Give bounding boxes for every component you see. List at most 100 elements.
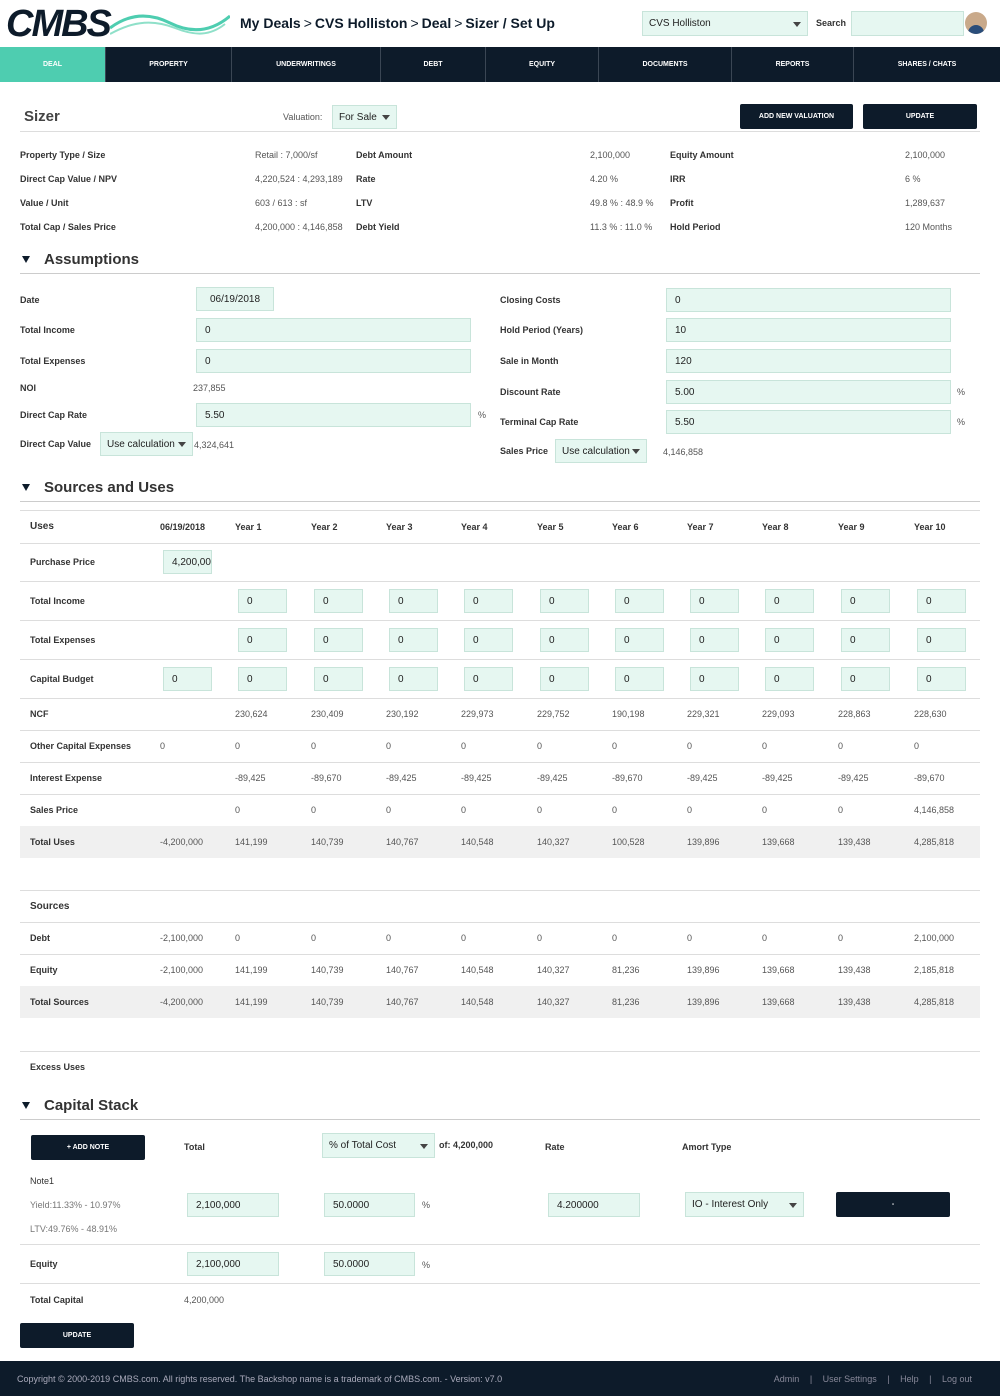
cell-input[interactable]: 0 xyxy=(917,589,966,613)
collapse-triangle-icon[interactable] xyxy=(22,1102,30,1109)
cell-input[interactable]: 0 xyxy=(690,628,739,652)
direct-cap-value-select[interactable]: Use calculation xyxy=(100,432,193,456)
total-expenses-input[interactable]: 0 xyxy=(196,349,471,373)
row-label: Total Income xyxy=(30,596,85,606)
note-yield: Yield:11.33% - 10.97% xyxy=(30,1200,121,1210)
tab-shares-chats[interactable]: SHARES / CHATS xyxy=(897,61,957,68)
logo[interactable]: CMBS xyxy=(6,3,112,45)
equity-total-input[interactable]: 2,100,000 xyxy=(187,1252,279,1276)
note-total-input[interactable]: 2,100,000 xyxy=(187,1193,279,1217)
logout-link[interactable]: Log out xyxy=(941,1374,972,1384)
tab-deal[interactable]: DEAL xyxy=(0,47,106,82)
cell-input[interactable]: 0 xyxy=(765,667,814,691)
sales-price-select[interactable]: Use calculation xyxy=(555,439,647,463)
note-rate-input[interactable]: 4.200000 xyxy=(548,1193,640,1217)
user-settings-link[interactable]: User Settings xyxy=(822,1374,877,1384)
cell-input[interactable]: 0 xyxy=(464,628,513,652)
capital-stack-update-button[interactable]: UPDATE xyxy=(20,1323,134,1348)
admin-link[interactable]: Admin xyxy=(773,1374,800,1384)
divider xyxy=(20,581,980,582)
valuation-select[interactable]: For Sale xyxy=(332,105,397,129)
add-note-button[interactable]: + ADD NOTE xyxy=(31,1135,145,1160)
date-input[interactable]: 06/19/2018 xyxy=(196,287,274,311)
cell-input[interactable]: 0 xyxy=(464,589,513,613)
copyright-text: Copyright © 2000-2019 CMBS.com. All righ… xyxy=(17,1374,503,1384)
cell-input[interactable]: 0 xyxy=(841,628,890,652)
direct-cap-rate-input[interactable]: 5.50 xyxy=(196,403,471,427)
sources-uses-section-header[interactable]: Sources and Uses xyxy=(20,478,980,502)
cell-input[interactable]: 0 xyxy=(615,667,664,691)
column-header: Year 8 xyxy=(762,522,789,532)
breadcrumb-item[interactable]: CVS Holliston xyxy=(314,15,408,31)
cell-input[interactable]: 0 xyxy=(464,667,513,691)
cell-value: -89,425 xyxy=(235,773,266,783)
breadcrumb-item[interactable]: My Deals xyxy=(240,15,301,31)
tab-equity[interactable]: EQUITY xyxy=(486,47,599,82)
search-input[interactable] xyxy=(851,11,964,36)
cell-input[interactable]: 0 xyxy=(765,628,814,652)
row-label: Other Capital Expenses xyxy=(30,741,132,751)
remove-note-button[interactable]: - xyxy=(836,1192,950,1217)
cell-input[interactable]: 0 xyxy=(615,628,664,652)
main-nav: DEAL PROPERTY UNDERWRITINGS DEBT EQUITY … xyxy=(0,47,1000,82)
purchase-price-label: Purchase Price xyxy=(30,557,96,567)
summary-label: Direct Cap Value / NPV xyxy=(20,174,118,184)
cell-input[interactable]: 0 xyxy=(314,589,363,613)
breadcrumb-item: Sizer / Set Up xyxy=(465,15,555,31)
cell-value: 139,438 xyxy=(838,997,871,1007)
cell-input[interactable]: 0 xyxy=(163,667,212,691)
sale-in-month-input[interactable]: 120 xyxy=(666,349,951,373)
note-pct-input[interactable]: 50.0000 xyxy=(324,1193,415,1217)
cell-input[interactable]: 0 xyxy=(238,589,287,613)
update-button[interactable]: UPDATE xyxy=(863,104,977,129)
tab-reports[interactable]: REPORTS xyxy=(732,47,854,82)
cell-input[interactable]: 0 xyxy=(314,628,363,652)
cell-input[interactable]: 0 xyxy=(314,667,363,691)
help-link[interactable]: Help xyxy=(900,1374,919,1384)
cell-input[interactable]: 0 xyxy=(841,589,890,613)
tab-debt[interactable]: DEBT xyxy=(381,47,486,82)
cell-input[interactable]: 0 xyxy=(238,667,287,691)
summary-value: 1,289,637 xyxy=(905,198,946,208)
row-label: Total Sources xyxy=(30,997,89,1007)
equity-pct-input[interactable]: 50.0000 xyxy=(324,1252,415,1276)
row-label: Equity xyxy=(30,965,58,975)
breadcrumb-item[interactable]: Deal xyxy=(421,15,452,31)
cell-input[interactable]: 0 xyxy=(690,667,739,691)
deal-select[interactable]: CVS Holliston xyxy=(642,11,808,36)
cell-input[interactable]: 0 xyxy=(917,667,966,691)
cell-input[interactable]: 0 xyxy=(540,628,589,652)
collapse-triangle-icon[interactable] xyxy=(22,256,30,263)
collapse-triangle-icon[interactable] xyxy=(22,484,30,491)
cell-input[interactable]: 0 xyxy=(238,628,287,652)
cell-input[interactable]: 0 xyxy=(690,589,739,613)
terminal-cap-rate-input[interactable]: 5.50 xyxy=(666,410,951,434)
cell-input[interactable]: 0 xyxy=(841,667,890,691)
cell-input[interactable]: 0 xyxy=(540,589,589,613)
summary-label: LTV xyxy=(356,198,373,208)
summary-label: Rate xyxy=(356,174,376,184)
cell-input[interactable]: 0 xyxy=(917,628,966,652)
cell-input[interactable]: 0 xyxy=(389,628,438,652)
cell-input[interactable]: 0 xyxy=(540,667,589,691)
cell-value: 81,236 xyxy=(612,997,640,1007)
total-income-input[interactable]: 0 xyxy=(196,318,471,342)
cell-input[interactable]: 0 xyxy=(615,589,664,613)
assumptions-section-header[interactable]: Assumptions xyxy=(20,250,980,274)
purchase-price-input[interactable]: 4,200,00 xyxy=(163,550,212,574)
avatar[interactable] xyxy=(965,12,987,34)
closing-costs-input[interactable]: 0 xyxy=(666,288,951,312)
tab-documents[interactable]: DOCUMENTS xyxy=(599,47,732,82)
pct-total-cost-select[interactable]: % of Total Cost xyxy=(322,1133,435,1158)
chevron-down-icon xyxy=(632,449,640,454)
cell-input[interactable]: 0 xyxy=(389,667,438,691)
add-new-valuation-button[interactable]: ADD NEW VALUATION xyxy=(740,104,853,129)
cell-input[interactable]: 0 xyxy=(389,589,438,613)
discount-rate-input[interactable]: 5.00 xyxy=(666,380,951,404)
tab-property[interactable]: PROPERTY xyxy=(106,47,232,82)
hold-period-input[interactable]: 10 xyxy=(666,318,951,342)
tab-underwritings[interactable]: UNDERWRITINGS xyxy=(232,47,381,82)
capital-stack-section-header[interactable]: Capital Stack xyxy=(20,1096,980,1120)
amort-type-select[interactable]: IO - Interest Only xyxy=(685,1192,804,1217)
cell-input[interactable]: 0 xyxy=(765,589,814,613)
